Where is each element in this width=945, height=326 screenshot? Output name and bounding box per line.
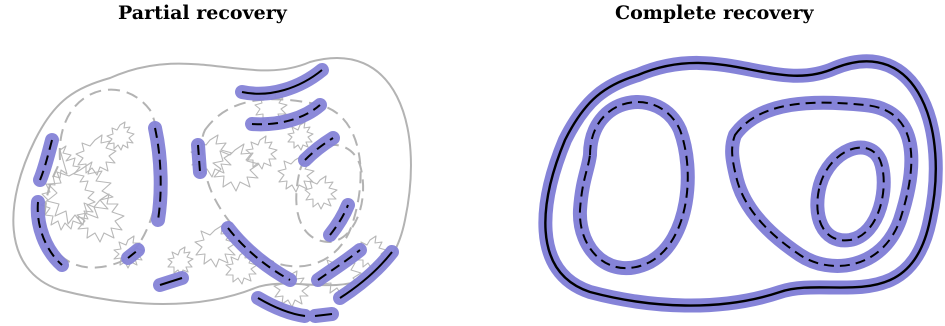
complete-recovery-panel [545, 61, 935, 305]
recovered-segments-halo [38, 70, 392, 316]
partial-recovery-panel [13, 58, 411, 316]
level-curve-left-lobe [44, 90, 160, 268]
recovered-curves-halo [545, 61, 935, 305]
level-curve-outer [13, 58, 411, 304]
recovered-segments-line [38, 70, 392, 316]
